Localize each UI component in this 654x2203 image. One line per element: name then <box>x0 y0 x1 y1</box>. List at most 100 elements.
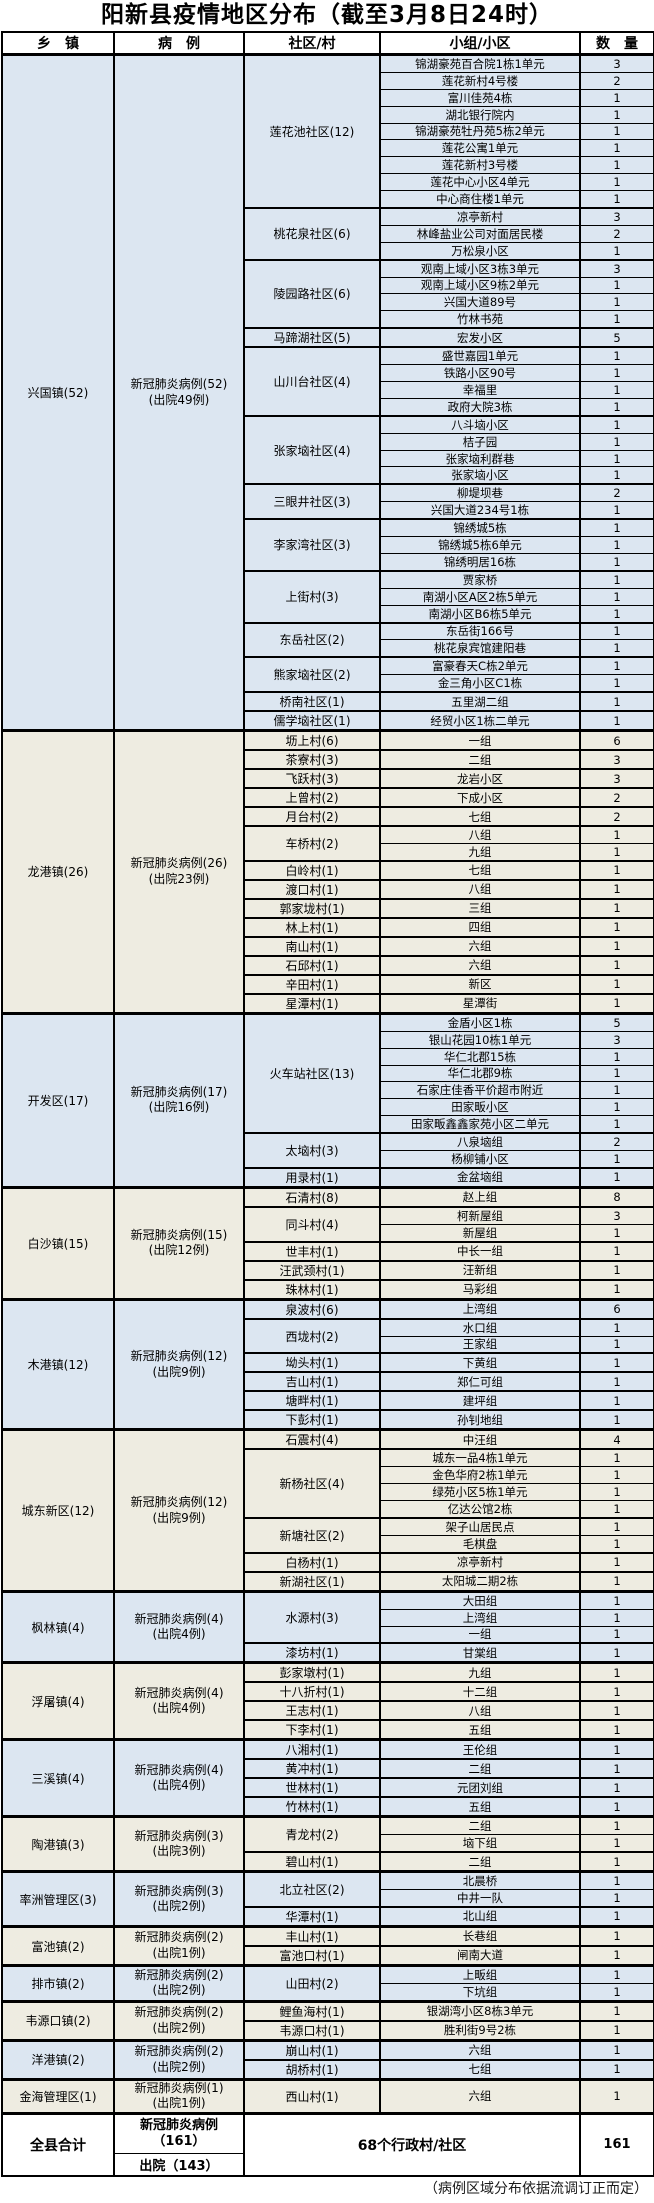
table-row: 郭家垅村(1) 三组 1 <box>2 897 654 919</box>
place-cell: 莲花公寓1单元 <box>379 139 581 158</box>
place-cell: 毛棋盘 <box>379 1534 581 1554</box>
place-cell: 贾家桥 <box>379 569 581 589</box>
place-cell: 南湖小区A区2栋5单元 <box>379 587 581 606</box>
cases-cell: 新冠肺炎病例(2) (出院2例) <box>113 1964 245 2002</box>
table-row: 观南上域小区9栋2单元 1 <box>2 276 654 295</box>
table-row: 龙港镇(26) 新冠肺炎病例(26) (出院23例) 坜上村(6) 一组 6 <box>1 729 654 1014</box>
place-cell: 富川佳苑4栋 <box>379 88 581 107</box>
community-cell: 陵园路社区(6) <box>243 258 381 329</box>
table-row: 渡口村(1) 八组 1 <box>2 878 654 900</box>
cases-line2: (出院16例) <box>148 1100 210 1115</box>
table-row: 中井一队 1 <box>2 1889 654 1908</box>
count-cell: 1 <box>579 1815 654 1836</box>
table-row: 城东新区(12) 新冠肺炎病例(12) (出院9例) 石震村(4) 中汪组 4 <box>1 1428 654 1592</box>
cases-cell: 新冠肺炎病例(2) (出院2例) <box>113 1999 245 2041</box>
count-cell: 1 <box>579 1625 654 1644</box>
community-cell: 石清村(8) <box>243 1185 381 1208</box>
cases-line2: (出院9例) <box>152 1510 206 1525</box>
table-row: 开发区(17) 新冠肺炎病例(17) (出院16例) 火车站社区(13) 金盾小区1栋 5 <box>1 1011 654 1188</box>
table-row: 三眼井社区(3) 柳堤坝巷 2 <box>2 483 654 520</box>
count-cell: 1 <box>579 1223 654 1243</box>
cases-cell: 新冠肺炎病例(3) (出院2例) <box>113 1870 245 1927</box>
table-row: 新杨社区(4) 城东一品4栋1单元 1 <box>2 1448 654 1519</box>
count-cell: 3 <box>579 53 654 73</box>
table-row: 下坑组 1 <box>2 1982 654 2002</box>
community-cell: 十八折村(1) <box>243 1681 381 1702</box>
table-row: 白沙镇(15) 新冠肺炎病例(15) (出院12例) 石清村(8) 赵上组 8 <box>1 1185 654 1300</box>
community-cell: 上曾村(2) <box>243 787 381 808</box>
cases-cell: 新冠肺炎病例(2) (出院1例) <box>113 1925 245 1966</box>
count-cell: 1 <box>579 190 654 209</box>
place-cell: 元团刘组 <box>379 1777 581 1798</box>
place-cell: 银湖湾小区8栋3单元 <box>379 1999 581 2022</box>
table-row: 湖北银行院内 1 <box>2 105 654 124</box>
total-middle-cell: 68个行政村/社区 <box>243 2111 581 2177</box>
cases-line1: 新冠肺炎病例(15) <box>130 1227 228 1242</box>
table-row: 吉山村(1) 郑仁可组 1 <box>2 1371 654 1392</box>
total-label-cell: 全县合计 <box>1 2111 115 2177</box>
count-cell: 1 <box>579 1681 654 1702</box>
count-cell: 3 <box>579 768 654 789</box>
count-cell: 1 <box>579 1777 654 1798</box>
count-cell: 1 <box>579 1409 654 1431</box>
total-discharged-cell: 出院（143） <box>113 2152 245 2177</box>
community-cell: 黄冲村(1) <box>243 1758 381 1779</box>
count-cell: 1 <box>579 569 654 589</box>
place-cell: 九组 <box>379 842 581 862</box>
count-cell: 1 <box>579 2019 654 2041</box>
cases-line1: 新冠肺炎病例(2) <box>134 2044 224 2059</box>
count-cell: 1 <box>579 536 654 554</box>
table-row: 枫林镇(4) 新冠肺炎病例(4) (出院4例) 水源村(3) 大田组 1 <box>1 1589 654 1664</box>
table-row: 东岳社区(2) 东岳街166号 1 <box>2 621 654 658</box>
community-cell: 鲤鱼海村(1) <box>243 1999 381 2022</box>
place-cell: 架子山居民点 <box>379 1516 581 1536</box>
place-cell: 盛世嘉园1单元 <box>379 346 581 366</box>
count-cell: 1 <box>579 825 654 844</box>
count-cell: 1 <box>579 241 654 261</box>
table-row: 李家湾社区(3) 锦绣城5栋 1 <box>2 518 654 572</box>
count-cell: 1 <box>579 1925 654 1947</box>
community-cell: 西山村(1) <box>243 2077 381 2114</box>
community-cell: 八湘村(1) <box>243 1738 381 1760</box>
community-cell: 石震村(4) <box>243 1428 381 1450</box>
cases-line1: 新冠肺炎病例(1) <box>134 2080 224 2095</box>
count-cell: 1 <box>579 1064 654 1083</box>
community-cell: 山田村(2) <box>243 1964 381 2002</box>
place-cell: 金盆垴组 <box>379 1166 581 1188</box>
table-row: 新塘社区(2) 架子山居民点 1 <box>2 1516 654 1554</box>
cases-line1: 新冠肺炎病例(26) <box>130 856 228 871</box>
community-cell: 汪武颈村(1) <box>243 1259 381 1281</box>
community-cell: 林上村(1) <box>243 916 381 938</box>
table-row: 幸福里 1 <box>2 381 654 399</box>
place-cell: 中长一组 <box>379 1240 581 1262</box>
community-cell: 胡桥村(1) <box>243 2058 381 2080</box>
town-cell: 率洲管理区(3) <box>1 1870 115 1927</box>
town-cell: 排市镇(2) <box>1 1964 115 2002</box>
count-cell: 1 <box>579 1870 654 1891</box>
place-cell: 田家畈鑫鑫家苑小区二单元 <box>379 1115 581 1134</box>
count-cell: 1 <box>579 1081 654 1100</box>
count-cell: 2 <box>579 787 654 808</box>
cases-line1: 新冠肺炎病例(12) <box>130 1495 228 1509</box>
community-cell: 石邱村(1) <box>243 954 381 976</box>
place-cell: 长巷组 <box>379 1925 581 1947</box>
cases-line1: 新冠肺炎病例(3) <box>134 1828 224 1843</box>
place-cell: 凉亭新村 <box>379 206 581 226</box>
count-cell: 1 <box>579 691 654 712</box>
place-cell: 甘棠组 <box>379 1642 581 1664</box>
table-row: 政府大院3栋 1 <box>2 397 654 417</box>
place-cell: 观南上域小区9栋2单元 <box>379 276 581 295</box>
community-cell: 竹林村(1) <box>243 1796 381 1818</box>
community-cell: 王志村(1) <box>243 1700 381 1721</box>
count-cell: 1 <box>579 139 654 158</box>
table-row: 莲花新村4号楼 2 <box>2 71 654 90</box>
table-row: 田家畈鑫鑫家苑小区二单元 1 <box>2 1115 654 1134</box>
count-cell: 1 <box>579 1278 654 1300</box>
count-cell: 2 <box>579 1132 654 1151</box>
count-cell: 1 <box>579 1551 654 1573</box>
table-row: 石邱村(1) 六组 1 <box>2 954 654 976</box>
count-cell: 1 <box>579 604 654 624</box>
count-cell: 1 <box>579 1738 654 1760</box>
count-cell: 1 <box>579 449 654 468</box>
count-cell: 1 <box>579 897 654 919</box>
